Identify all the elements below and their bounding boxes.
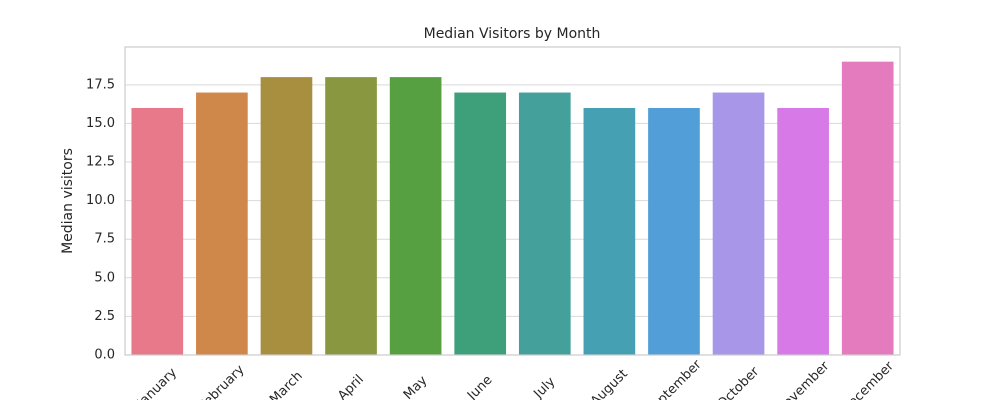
bar — [454, 92, 507, 356]
x-tick-label: July — [531, 374, 559, 400]
x-tick-label: June — [464, 373, 495, 400]
bar — [389, 77, 442, 356]
bar — [131, 107, 184, 355]
y-tick-label: 17.5 — [86, 77, 115, 92]
x-tick-label: January — [134, 365, 180, 400]
y-axis-label: Median visitors — [60, 148, 76, 254]
bar — [260, 77, 313, 356]
x-tick-label: May — [401, 373, 431, 400]
x-tick-label: September — [643, 357, 705, 400]
y-tick-label: 10.0 — [86, 193, 115, 208]
bar — [777, 107, 829, 355]
x-tick-label: February — [196, 362, 248, 400]
y-tick-label: 7.5 — [94, 232, 115, 247]
chart-title: Median Visitors by Month — [424, 26, 601, 42]
y-tick-label: 5.0 — [94, 270, 115, 285]
x-tick-label: December — [839, 358, 898, 400]
y-tick-label: 12.5 — [86, 155, 115, 170]
x-tick-label: August — [588, 367, 631, 400]
bar — [648, 107, 700, 355]
plot-frame — [124, 46, 901, 356]
bar — [518, 92, 571, 356]
bar — [841, 61, 894, 356]
y-tick-label: 2.5 — [94, 309, 115, 324]
bar — [712, 92, 765, 356]
x-tick-label: November — [774, 358, 833, 400]
bar — [583, 107, 636, 355]
x-tick-label: October — [715, 364, 763, 400]
bar — [196, 92, 248, 356]
x-tick-label: April — [335, 372, 367, 400]
bar — [325, 77, 377, 356]
y-tick-label: 15.0 — [86, 116, 115, 131]
x-tick-label: March — [267, 369, 306, 400]
y-tick-label: 0.0 — [94, 348, 115, 363]
